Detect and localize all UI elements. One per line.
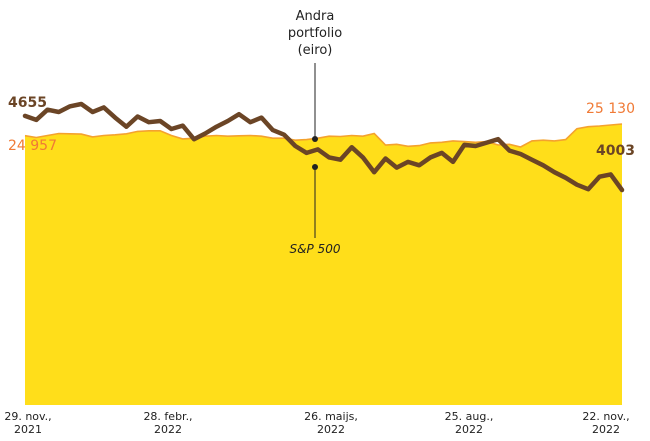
portfolio-end-label: 25 130 [586, 101, 635, 117]
annotation-bottom-marker [312, 164, 318, 170]
annotation-top-line1: Andra [296, 9, 335, 24]
x-tick-label: 28. febr., [143, 410, 192, 423]
x-tick-label: 2022 [592, 423, 620, 436]
x-tick-label: 2021 [14, 423, 42, 436]
x-tick-label: 2022 [455, 423, 483, 436]
portfolio-start-label: 24 957 [8, 138, 57, 154]
x-tick-label: 2022 [154, 423, 182, 436]
x-tick-label: 29. nov., [4, 410, 51, 423]
x-tick-label: 25. aug., [445, 410, 494, 423]
sp500-end-label: 4003 [596, 143, 635, 159]
annotation-top-line2: portfolio [288, 26, 342, 41]
annotation-top-line3: (eiro) [298, 43, 333, 58]
x-tick-label: 26. maijs, [304, 410, 358, 423]
portfolio-area [25, 124, 622, 405]
sp500-line [22, 101, 625, 193]
annotation-top-marker [312, 136, 318, 142]
x-tick-label: 22. nov., [582, 410, 629, 423]
sp500-start-label: 4655 [8, 95, 47, 111]
annotation-bottom-label: S&P 500 [290, 242, 341, 256]
portfolio-line [24, 123, 623, 148]
x-tick-label: 2022 [317, 423, 345, 436]
